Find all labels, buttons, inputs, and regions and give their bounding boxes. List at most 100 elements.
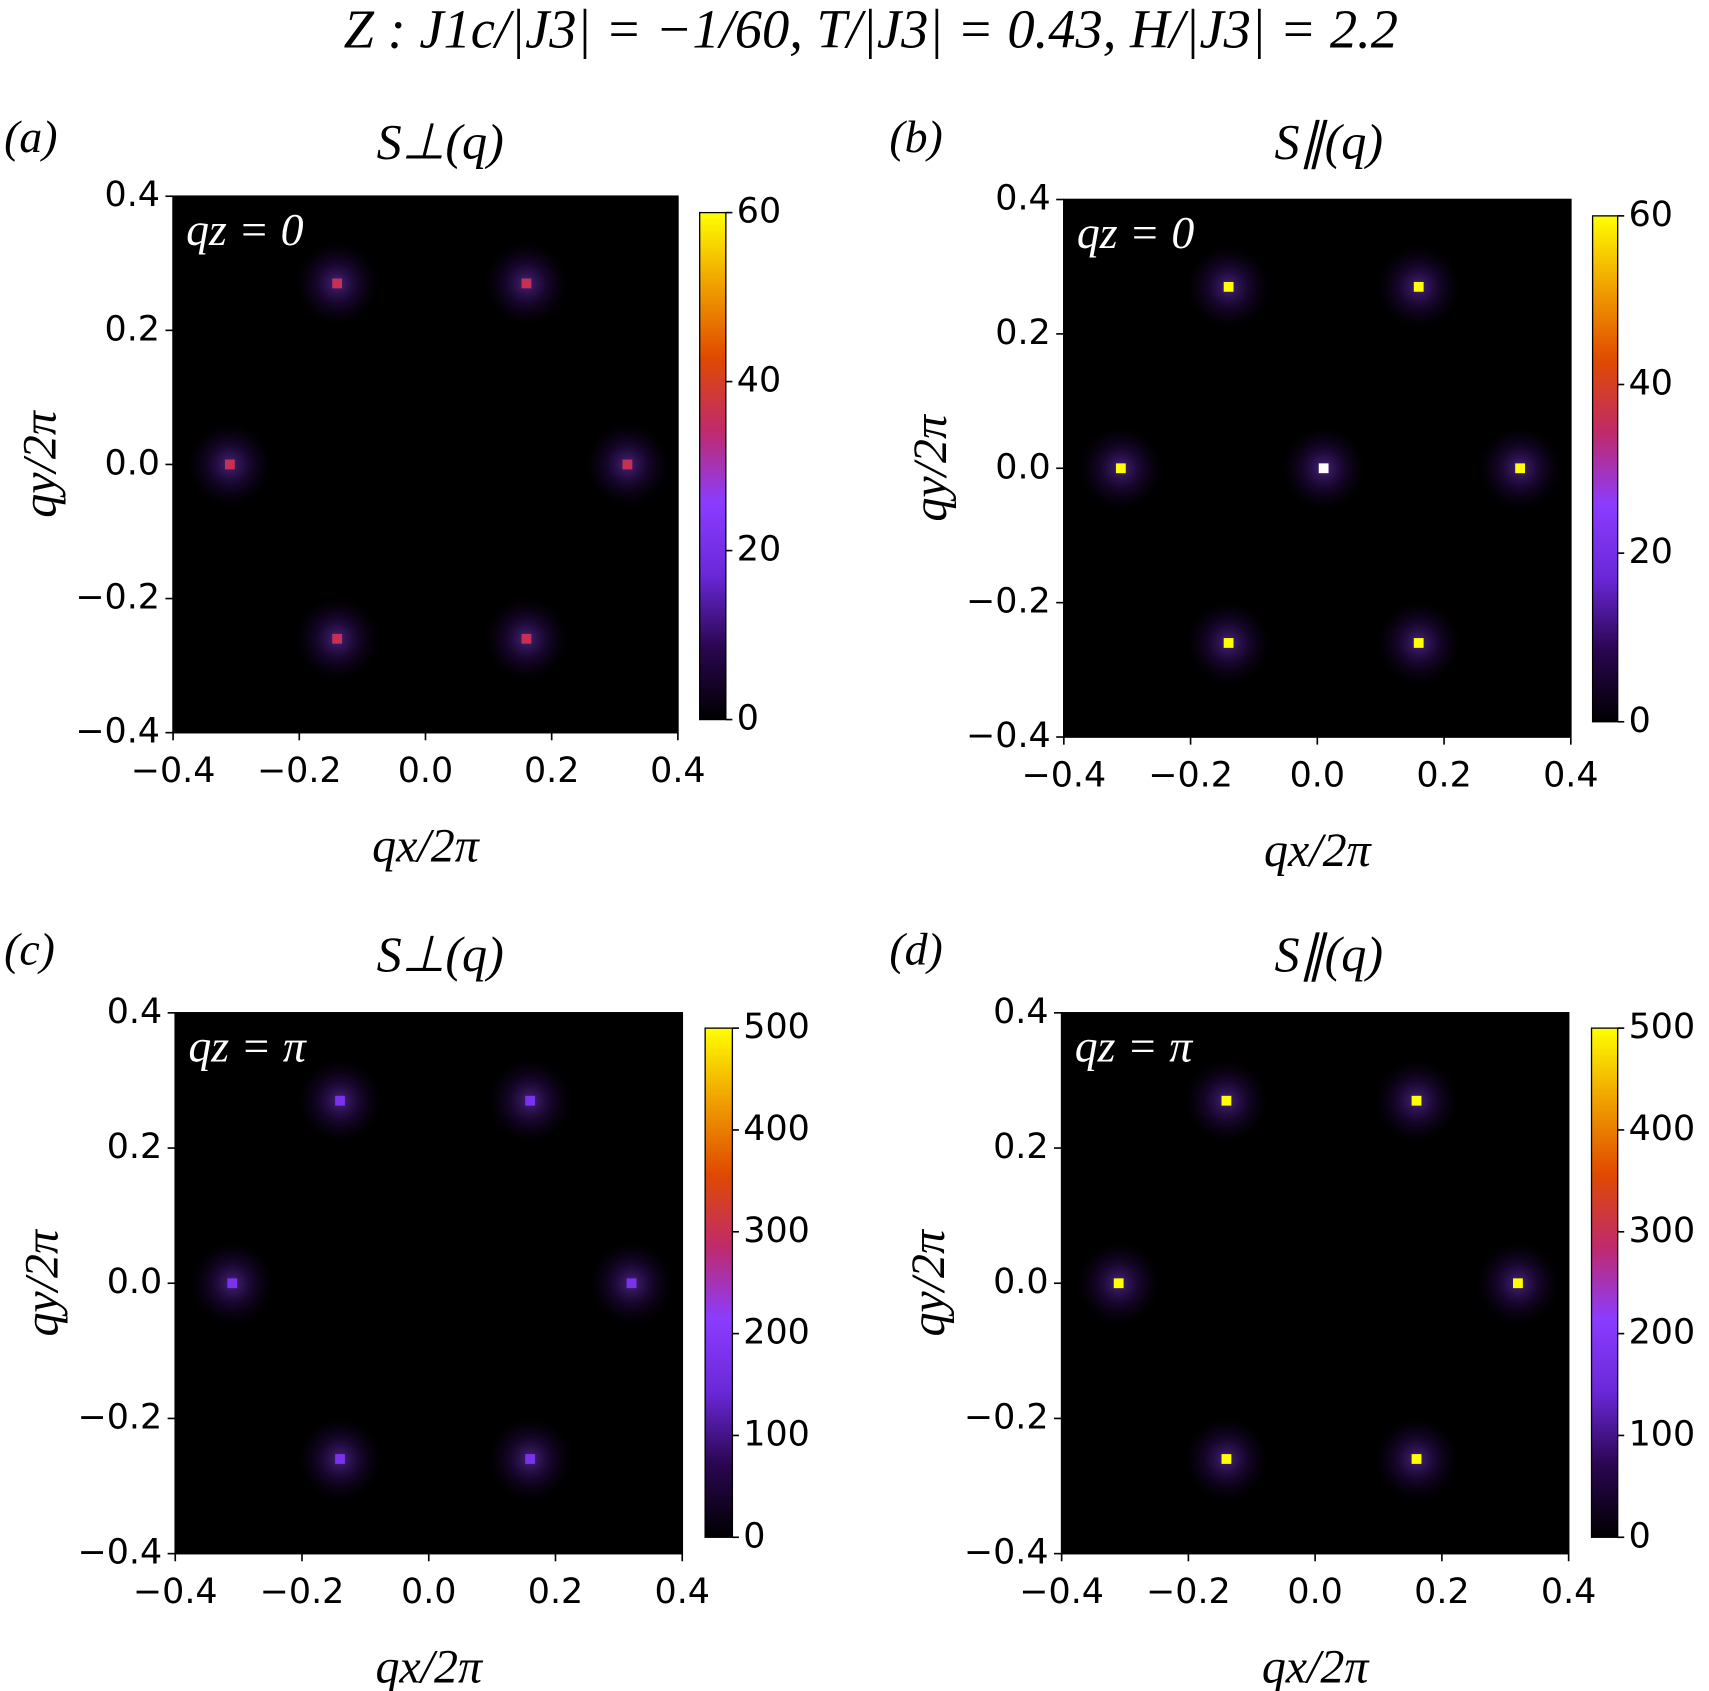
x-tick-label: 0.2	[1414, 1572, 1469, 1612]
y-tick-label: −0.4	[75, 712, 160, 752]
y-tick-label: 0.2	[995, 313, 1050, 353]
y-tick-label: 0.4	[993, 992, 1048, 1032]
annotation: qz = π	[188, 1021, 306, 1072]
x-tick-label: −0.4	[133, 1572, 218, 1612]
colorbar-tick-label: 300	[743, 1211, 810, 1251]
panel-title: S⊥(q)	[377, 114, 504, 170]
colorbar-tick-label: 500	[743, 1007, 810, 1047]
peak	[1115, 463, 1126, 474]
colorbar-tick-label: 100	[743, 1414, 810, 1454]
peak	[521, 278, 532, 289]
peak	[332, 278, 343, 289]
peak	[332, 633, 343, 644]
panel-title: S∥(q)	[1274, 114, 1383, 170]
y-tick-label: 0.4	[107, 992, 162, 1032]
annotation: qz = 0	[186, 204, 303, 255]
colorbar-tick-label: 40	[737, 361, 781, 401]
x-axis-label: qx/2π	[375, 1640, 484, 1691]
colorbar-tick-label: 0	[1629, 701, 1651, 741]
colorbar-tick-label: 20	[737, 530, 781, 570]
y-tick-label: −0.2	[966, 582, 1051, 622]
peak	[525, 1454, 536, 1464]
peak	[224, 459, 235, 470]
peak	[1411, 1095, 1422, 1106]
y-tick-label: 0.4	[105, 175, 160, 215]
colorbar-tick-label: 500	[1629, 1007, 1696, 1047]
peak	[1411, 1454, 1422, 1464]
x-tick-label: 0.4	[650, 751, 705, 791]
peak	[521, 633, 532, 644]
y-axis-label: qy/2π	[904, 413, 957, 522]
y-tick-label: 0.0	[995, 447, 1050, 487]
peak	[1513, 1278, 1523, 1289]
panel-title: S⊥(q)	[377, 926, 504, 982]
colorbar-tick-label: 400	[743, 1109, 810, 1149]
peak	[1413, 281, 1424, 292]
figure-title: Z : J1c/|J3| = −1/60, T/|J3| = 0.43, H/|…	[344, 0, 1398, 59]
y-axis-label: qy/2π	[902, 1228, 955, 1337]
x-tick-label: −0.2	[260, 1572, 345, 1612]
y-tick-label: −0.2	[964, 1397, 1049, 1437]
peak	[1113, 1278, 1124, 1289]
x-tick-label: 0.0	[401, 1572, 456, 1612]
peak	[622, 459, 633, 470]
colorbar-tick-label: 200	[743, 1313, 810, 1353]
x-tick-label: 0.4	[1541, 1572, 1596, 1612]
panel-label: (c)	[4, 923, 55, 974]
x-axis-label: qx/2π	[372, 819, 481, 872]
colorbar-tick-label: 20	[1629, 532, 1673, 572]
peak	[1515, 463, 1526, 474]
x-tick-label: 0.0	[1287, 1572, 1342, 1612]
peak	[1221, 1454, 1232, 1464]
x-tick-label: 0.2	[528, 1572, 583, 1612]
colorbar	[1590, 1027, 1619, 1538]
colorbar-tick-label: 60	[1629, 195, 1673, 235]
x-tick-label: −0.2	[257, 751, 342, 791]
y-tick-label: 0.2	[107, 1127, 162, 1167]
y-tick-label: 0.0	[107, 1262, 162, 1302]
x-tick-label: −0.2	[1146, 1572, 1231, 1612]
x-tick-label: −0.4	[131, 751, 216, 791]
y-tick-label: 0.2	[105, 309, 160, 349]
y-tick-label: 0.4	[995, 179, 1050, 219]
x-tick-label: −0.4	[1021, 755, 1106, 795]
colorbar	[704, 1027, 734, 1538]
peak	[227, 1278, 238, 1289]
peak	[335, 1095, 345, 1106]
colorbar-tick-label: 40	[1629, 363, 1673, 403]
y-tick-label: −0.2	[75, 578, 160, 618]
y-axis-label: qy/2π	[13, 409, 66, 518]
peak	[1221, 1095, 1232, 1106]
x-tick-label: −0.2	[1148, 755, 1233, 795]
x-tick-label: 0.2	[1416, 755, 1471, 795]
y-tick-label: −0.4	[77, 1533, 162, 1573]
peak	[1413, 638, 1424, 648]
y-tick-label: −0.4	[964, 1533, 1049, 1573]
colorbar	[699, 211, 727, 721]
peak	[1223, 638, 1234, 648]
panel-label: (d)	[889, 923, 942, 974]
colorbar-tick-label: 100	[1629, 1414, 1696, 1454]
panel-title: S∥(q)	[1274, 926, 1383, 982]
colorbar-tick-label: 400	[1629, 1109, 1696, 1149]
x-tick-label: 0.4	[655, 1572, 710, 1612]
y-tick-label: −0.2	[77, 1397, 162, 1437]
panel-label: (a)	[4, 111, 57, 162]
y-tick-label: 0.0	[105, 443, 160, 483]
peak	[1223, 281, 1234, 292]
x-axis-label: qx/2π	[1264, 824, 1373, 877]
peak	[335, 1454, 345, 1464]
x-tick-label: 0.0	[1290, 755, 1345, 795]
annotation: qz = 0	[1077, 207, 1194, 258]
x-tick-label: −0.4	[1019, 1572, 1104, 1612]
y-tick-label: −0.4	[966, 716, 1051, 756]
colorbar-tick-label: 0	[1629, 1516, 1651, 1556]
y-tick-label: 0.0	[993, 1262, 1048, 1302]
y-tick-label: 0.2	[993, 1127, 1048, 1167]
colorbar-tick-label: 300	[1629, 1211, 1696, 1251]
y-axis-label: qy/2π	[16, 1228, 69, 1337]
colorbar-tick-label: 0	[737, 699, 759, 739]
panel-label: (b)	[889, 111, 942, 162]
x-tick-label: 0.0	[398, 751, 453, 791]
